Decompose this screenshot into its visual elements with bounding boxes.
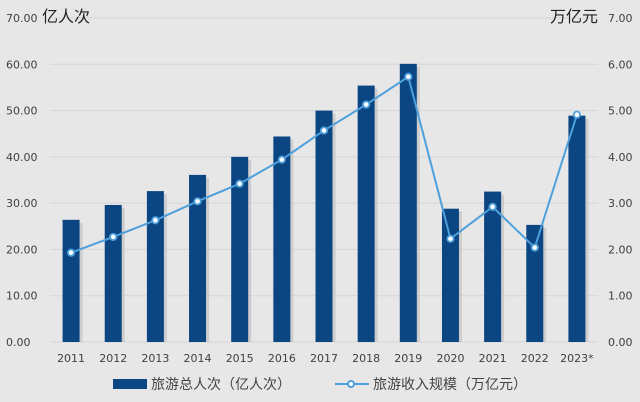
left-axis-tick: 50.00: [6, 105, 38, 118]
left-axis-tick: 30.00: [6, 197, 38, 210]
right-axis-tick: 6.00: [608, 58, 633, 71]
chart-legend: 旅游总人次（亿人次） 旅游收入规模（万亿元）: [0, 374, 640, 394]
line-marker: [530, 243, 539, 252]
x-axis-tick: 2017: [310, 352, 338, 365]
line-marker: [193, 197, 202, 206]
bar-visitors: [273, 136, 291, 342]
left-axis-unit: 亿人次: [42, 7, 90, 26]
x-axis-tick: 2011: [57, 352, 85, 365]
left-axis-tick: 20.00: [6, 243, 38, 256]
bar-visitors: [568, 115, 586, 342]
x-axis-tick: 2020: [436, 352, 464, 365]
legend-label-revenue: 旅游收入规模（万亿元）: [373, 377, 527, 393]
line-marker: [235, 179, 244, 188]
line-marker-icon: [335, 378, 369, 390]
left-axis-tick: 60.00: [6, 58, 38, 71]
legend-label-visitors: 旅游总人次（亿人次）: [151, 377, 291, 393]
bar-visitors: [484, 191, 502, 342]
bar-visitors: [399, 63, 417, 343]
right-axis-tick: 7.00: [608, 12, 633, 25]
line-marker: [319, 126, 329, 135]
right-axis-tick: 1.00: [608, 290, 633, 303]
left-axis-tick: 70.00: [6, 12, 38, 25]
right-axis-tick: 3.00: [608, 197, 633, 210]
x-axis-tick: 2019: [394, 352, 422, 365]
bar-visitors: [189, 174, 207, 342]
x-axis-tick: 2016: [268, 352, 296, 365]
right-axis-unit: 万亿元: [550, 7, 598, 26]
right-axis-tick: 2.00: [608, 243, 633, 256]
right-axis-tick: 4.00: [608, 151, 633, 164]
x-axis-tick: 2018: [352, 352, 380, 365]
left-axis-tick: 40.00: [6, 151, 38, 164]
line-marker: [446, 234, 455, 243]
left-axis-tick: 10.00: [6, 290, 38, 303]
bar-swatch-icon: [113, 379, 147, 389]
bar-visitors: [62, 219, 80, 342]
legend-item-revenue: 旅游收入规模（万亿元）: [335, 374, 527, 394]
line-marker: [362, 100, 371, 109]
line-marker: [277, 155, 286, 164]
x-axis-tick: 2021: [479, 352, 507, 365]
x-axis-tick: 2022: [521, 352, 549, 365]
x-axis-tick: 2015: [226, 352, 254, 365]
line-marker: [488, 202, 497, 211]
bar-visitors: [104, 204, 122, 342]
bar-visitors: [231, 156, 249, 342]
bar-visitors: [315, 110, 333, 342]
right-axis-tick: 5.00: [608, 105, 633, 118]
line-marker: [66, 248, 76, 257]
x-axis-tick: 2014: [184, 352, 212, 365]
line-marker: [151, 216, 160, 225]
line-marker: [404, 72, 413, 81]
bar-visitors: [146, 191, 164, 342]
right-axis-tick: 0.00: [608, 336, 633, 349]
line-marker: [109, 232, 118, 242]
x-axis-tick: 2023*: [560, 352, 594, 365]
bar-visitors: [357, 85, 375, 342]
x-axis-tick: 2012: [99, 352, 127, 365]
line-marker: [572, 110, 582, 119]
bar-visitors: [526, 224, 544, 342]
bar-visitors: [441, 208, 459, 342]
left-axis-tick: 0.00: [6, 336, 31, 349]
x-axis-tick: 2013: [141, 352, 169, 365]
legend-item-visitors: 旅游总人次（亿人次）: [113, 374, 291, 394]
